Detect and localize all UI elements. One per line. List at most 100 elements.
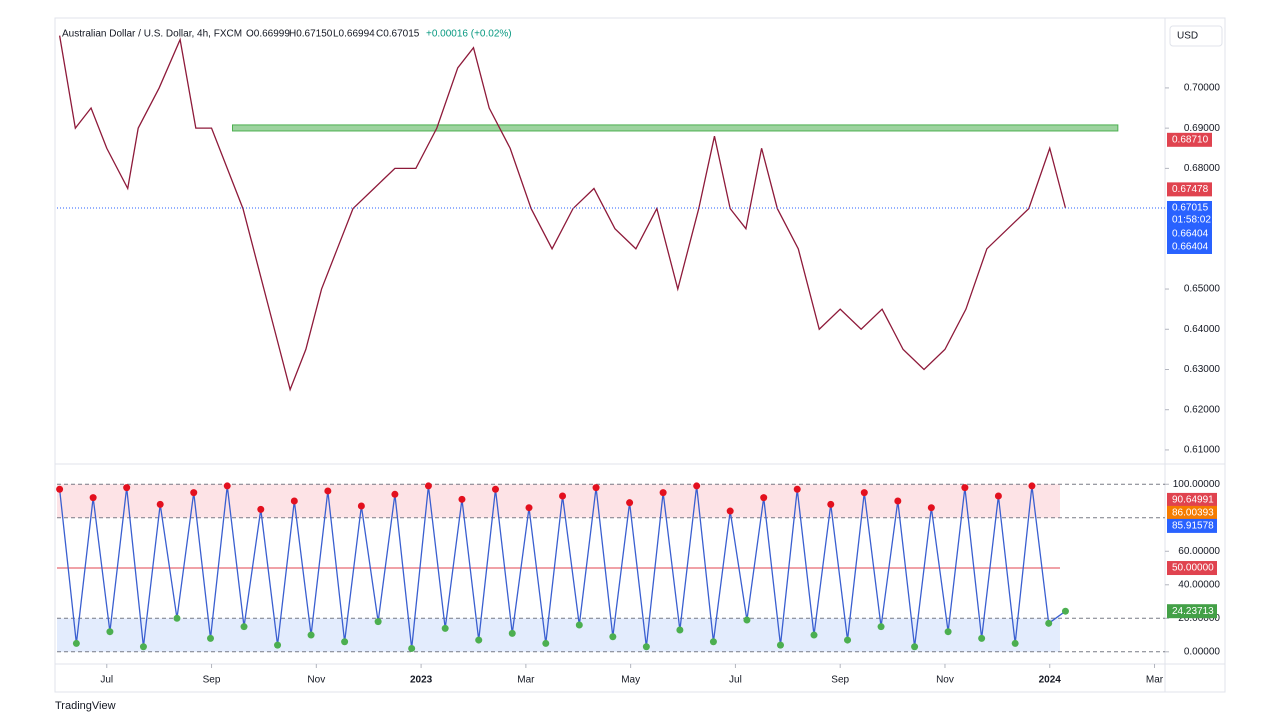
signal-dot xyxy=(290,497,298,505)
value-badge-label: 85.91578 xyxy=(1172,521,1214,532)
y-tick-label: 0.65000 xyxy=(1184,284,1221,295)
currency-button[interactable] xyxy=(1169,25,1223,47)
y-tick-label: 60.00000 xyxy=(1178,546,1220,557)
signal-dot xyxy=(1045,619,1053,627)
x-tick-label: Mar xyxy=(1146,675,1164,686)
signal-dot xyxy=(72,639,80,647)
open: O0.66999 xyxy=(246,29,290,40)
signal-dot xyxy=(810,631,818,639)
signal-dot xyxy=(206,634,214,642)
frame xyxy=(54,17,1226,693)
signal-dot xyxy=(592,484,600,492)
signal-dot xyxy=(156,500,164,508)
price-badge-label: 0.67015 xyxy=(1172,203,1209,214)
value-badge xyxy=(1167,226,1212,241)
signal-dot xyxy=(877,623,885,631)
signal-dot xyxy=(491,485,499,493)
y-tick-label: 20.00000 xyxy=(1178,613,1220,624)
signal-dot xyxy=(525,504,533,512)
signal-dot xyxy=(341,638,349,646)
signal-dot xyxy=(676,626,684,634)
y-tick-label: 0.70000 xyxy=(1184,83,1221,94)
signal-dot xyxy=(374,618,382,626)
y-tick-label: 100.00000 xyxy=(1173,479,1221,490)
signal-dot xyxy=(776,641,784,649)
signal-dot xyxy=(391,490,399,498)
signal-dot xyxy=(911,643,919,651)
y-tick-label: 0.61000 xyxy=(1184,445,1221,456)
signal-dot xyxy=(190,489,198,497)
signal-dot xyxy=(927,504,935,512)
signal-dot xyxy=(408,644,416,652)
signal-dot xyxy=(844,636,852,644)
signal-dot xyxy=(424,482,432,490)
symbol: Australian Dollar / U.S. Dollar, 4h, FXC… xyxy=(62,29,242,40)
signal-dot xyxy=(961,484,969,492)
brand: TradingView xyxy=(55,700,116,712)
signal-dot xyxy=(642,643,650,651)
value-badge xyxy=(1167,492,1217,507)
signal-dot xyxy=(1011,639,1019,647)
close: C0.67015 xyxy=(376,29,420,40)
signal-dot xyxy=(827,500,835,508)
y-tick-label: 0.64000 xyxy=(1184,324,1221,335)
signal-dot xyxy=(274,641,282,649)
series-line xyxy=(58,35,1067,392)
x-tick-label: 2024 xyxy=(1039,675,1062,686)
signal-dot xyxy=(357,502,365,510)
y-tick-label: 0.68000 xyxy=(1184,163,1221,174)
x-tick-label: 2023 xyxy=(410,675,433,686)
value-badge xyxy=(1167,518,1217,533)
signal-dot xyxy=(240,623,248,631)
value-badge xyxy=(1167,561,1217,576)
signal-dot xyxy=(89,494,97,502)
signal-dot xyxy=(726,507,734,515)
signal-dot xyxy=(559,492,567,500)
signal-dot xyxy=(626,499,634,507)
signal-dot xyxy=(139,643,147,651)
x-tick-label: Mar xyxy=(517,675,535,686)
signal-dot xyxy=(106,628,114,636)
value-badge xyxy=(1167,239,1212,254)
resistance-zone xyxy=(231,124,1119,132)
x-tick-label: Nov xyxy=(307,675,325,686)
x-tick-label: Jul xyxy=(729,675,742,686)
currency[interactable]: USD xyxy=(1177,31,1198,42)
value-badge xyxy=(1167,182,1212,197)
signal-dot xyxy=(441,624,449,632)
signal-dot xyxy=(508,629,516,637)
overbought-zone xyxy=(57,484,1060,518)
y-tick-label: 0.69000 xyxy=(1184,123,1221,134)
value-badge-label: 90.64991 xyxy=(1172,495,1214,506)
signal-dot xyxy=(994,492,1002,500)
oversold-zone xyxy=(57,618,1060,652)
value-badge-label: 0.66404 xyxy=(1172,229,1209,240)
signal-dot xyxy=(793,485,801,493)
y-tick-label: 0.00000 xyxy=(1184,646,1221,657)
x-tick-label: Nov xyxy=(936,675,954,686)
x-tick-label: Sep xyxy=(203,675,221,686)
value-badge-label: 0.66404 xyxy=(1172,242,1209,253)
low: L0.66994 xyxy=(333,29,375,40)
value-badge xyxy=(1167,604,1217,619)
signal-dot xyxy=(307,631,315,639)
value-badge xyxy=(1167,132,1212,147)
high: H0.67150 xyxy=(289,29,333,40)
signal-dot xyxy=(223,482,231,490)
y-tick-label: 0.62000 xyxy=(1184,404,1221,415)
x-tick-label: Jul xyxy=(100,675,113,686)
signal-dot xyxy=(173,614,181,622)
signal-dot xyxy=(760,494,768,502)
signal-dot xyxy=(894,497,902,505)
signal-dot xyxy=(860,489,868,497)
signal-dot xyxy=(257,505,265,513)
signal-dot xyxy=(609,633,617,641)
signal-dot xyxy=(324,487,332,495)
signal-dot xyxy=(743,616,751,624)
signal-dot xyxy=(978,634,986,642)
signal-dot xyxy=(944,628,952,636)
value-badge-label: 86.00393 xyxy=(1172,508,1214,519)
value-badge-label: 0.68710 xyxy=(1172,134,1209,145)
value-badge xyxy=(1167,505,1217,520)
